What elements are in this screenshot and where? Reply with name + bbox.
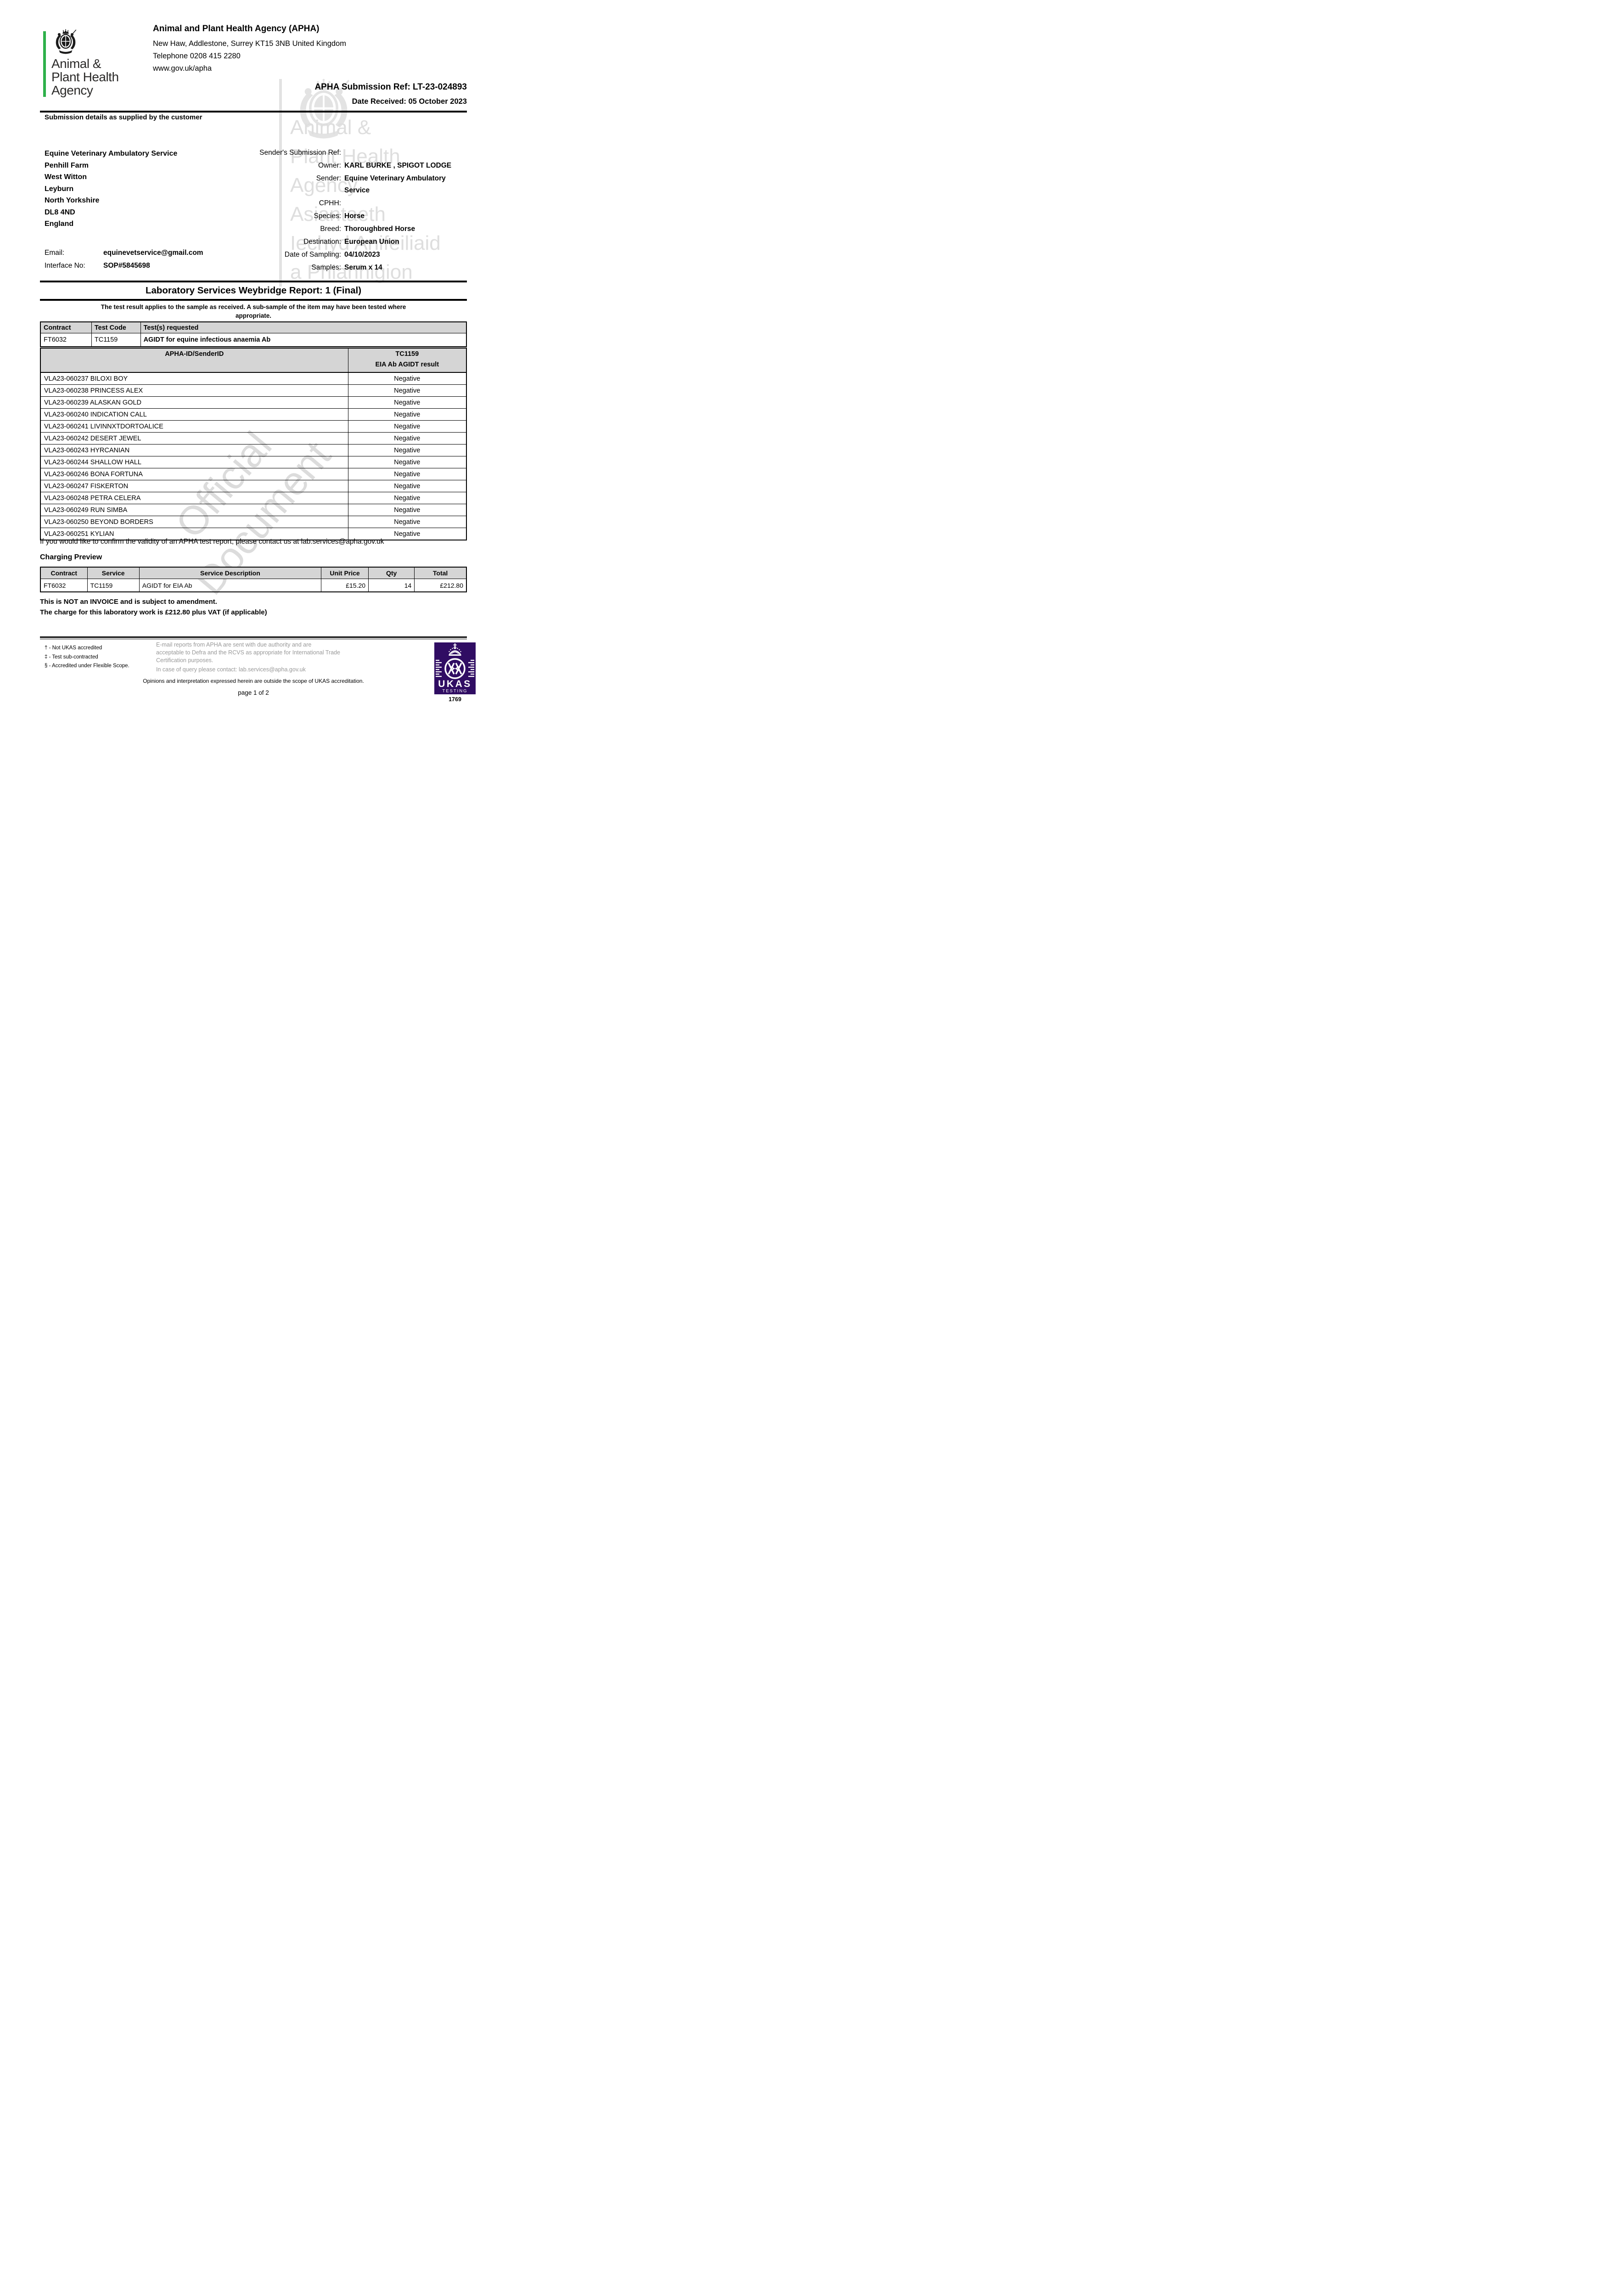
content-layer: Animal & Plant Health Agency Animal and … [0,0,507,717]
field-value: European Union [344,238,399,246]
table-row: VLA23-060246 BONA FORTUNA Negative [40,468,467,480]
email-value: equinevetservice@gmail.com [103,249,203,257]
field-label: Sender: [316,174,341,182]
field-value: Horse [344,212,365,220]
report-divider-bottom [40,299,467,301]
results-col-result: TC1159 EIA Ab AGIDT result [348,348,467,373]
field-label: Destination: [303,238,341,246]
charging-qty: 14 [368,579,415,592]
table-row: VLA23-060242 DESERT JEWEL Negative [40,432,467,445]
charging-unit-price: £15.20 [321,579,369,592]
request-col-testcode: Test Code [91,321,141,333]
interface-row: Interface No: SOP#5845698 [45,262,150,270]
email-authority-notice: E-mail reports from APHA are sent with d… [156,642,340,664]
royal-crest-watermark-icon [289,77,358,144]
field-label: Sender's Submission Ref: [259,149,341,157]
submission-ref: APHA Submission Ref: LT-23-024893 [314,82,467,92]
interface-value: SOP#5845698 [103,262,150,270]
royal-crest-icon [51,28,80,57]
agency-website: www.gov.uk/apha [153,64,212,73]
ukas-wordmark: UKAS [438,679,472,689]
charging-table: Contract Service Service Description Uni… [40,567,467,592]
agency-telephone: Telephone 0208 415 2280 [153,52,241,60]
apha-logo-wordmark: Animal & Plant Health Agency [51,56,119,97]
request-tests: AGIDT for equine infectious anaemia Ab [140,333,467,347]
apha-logo-green-bar [43,31,46,97]
ukas-scope-note: Opinions and interpretation expressed he… [143,678,364,684]
charging-service: TC1159 [87,579,140,592]
report-title: Laboratory Services Weybridge Report: 1 … [145,285,362,296]
watermark-bar [279,79,282,287]
table-row: VLA23-060238 PRINCESS ALEX Negative [40,384,467,397]
results-col-id: APHA-ID/SenderID [40,348,348,373]
table-row: VLA23-060251 KYLIAN Negative [40,528,467,540]
report-divider-top [40,281,467,282]
request-col-requested: Test(s) requested [140,321,467,333]
field-label: Species: [314,212,341,220]
charging-row: FT6032 TC1159 AGIDT for EIA Ab £15.20 14… [40,579,467,592]
table-row: VLA23-060239 ALASKAN GOLD Negative [40,396,467,409]
watermark-layer: Animal & Plant Health Agency Asiantaeth … [0,0,507,717]
page-number: page 1 of 2 [238,689,269,696]
footnote: † - Not UKAS accredited [45,645,102,651]
email-row: Email: equinevetservice@gmail.com [45,249,203,257]
footnote: ‡ - Test sub-contracted [45,654,98,660]
header-divider [40,111,467,113]
agency-contact-block: Animal and Plant Health Agency (APHA) Ne… [153,24,447,77]
agency-address: New Haw, Addlestone, Surrey KT15 3NB Uni… [153,39,346,48]
table-row: VLA23-060247 FISKERTON Negative [40,480,467,492]
report-note: The test result applies to the sample as… [101,304,406,319]
field-value: 04/10/2023 [344,251,380,259]
submission-fields: Sender's Submission Ref: Owner: KARL BUR… [193,147,468,274]
date-received: Date Received: 05 October 2023 [352,97,467,106]
field-value [344,197,467,209]
charge-note: The charge for this laboratory work is £… [40,608,267,616]
request-row: FT6032 TC1159 AGIDT for equine infectiou… [40,333,467,347]
query-contact-notice: In case of query please contact: lab.ser… [156,666,306,673]
footnote: § - Accredited under Flexible Scope. [45,663,129,669]
request-contract: FT6032 [40,333,92,347]
ukas-testing-logo: UKAS TESTING [434,642,476,697]
field-value: Serum x 14 [344,264,382,271]
field-label: CPHH: [319,199,341,207]
interface-label: Interface No: [45,262,85,270]
table-row: VLA23-060244 SHALLOW HALL Negative [40,456,467,468]
agency-title: Animal and Plant Health Agency (APHA) [153,24,320,34]
table-row: VLA23-060237 BILOXI BOY Negative [40,372,467,385]
table-row: VLA23-060248 PETRA CELERA Negative [40,492,467,504]
ukas-number: 1769 [449,696,461,703]
charging-description: AGIDT for EIA Ab [139,579,322,592]
request-testcode: TC1159 [91,333,141,347]
field-label: Owner: [318,162,341,169]
validity-note: If you would like to confirm the validit… [40,538,384,546]
results-table: APHA-ID/SenderID TC1159 EIA Ab AGIDT res… [40,348,467,540]
report-page: Animal & Plant Health Agency Asiantaeth … [0,0,507,717]
table-row: VLA23-060243 HYRCANIAN Negative [40,444,467,456]
table-row: VLA23-060250 BEYOND BORDERS Negative [40,516,467,528]
invoice-note: This is NOT an INVOICE and is subject to… [40,598,217,606]
section-title: Submission details as supplied by the cu… [45,113,202,121]
table-row: VLA23-060241 LIVINNXTDORTOALICE Negative [40,420,467,433]
customer-address-block: Equine Veterinary Ambulatory Service Pen… [45,148,177,230]
field-label: Date of Sampling: [284,251,341,259]
charging-total: £212.80 [414,579,467,592]
footer-divider [40,636,467,639]
request-col-contract: Contract [40,321,92,333]
footnote-block: † - Not UKAS accredited ‡ - Test sub-con… [45,644,129,671]
charging-title: Charging Preview [40,553,102,561]
field-label: Samples: [311,264,341,271]
watermark-agency-text: Animal & Plant Health Agency Asiantaeth … [290,116,441,283]
ukas-type-label: TESTING [442,689,467,694]
field-value: Thoroughbred Horse [344,225,415,233]
request-table: Contract Test Code Test(s) requested FT6… [40,321,467,347]
field-value: Equine Veterinary Ambulatory Service [344,174,446,194]
customer-name: Equine Veterinary Ambulatory Service [45,150,178,158]
email-label: Email: [45,249,65,257]
field-value [344,147,467,159]
charging-contract: FT6032 [40,579,88,592]
table-row: VLA23-060249 RUN SIMBA Negative [40,504,467,516]
table-row: VLA23-060240 INDICATION CALL Negative [40,408,467,421]
field-label: Breed: [320,225,341,233]
field-value: KARL BURKE , SPIGOT LODGE [344,162,452,169]
